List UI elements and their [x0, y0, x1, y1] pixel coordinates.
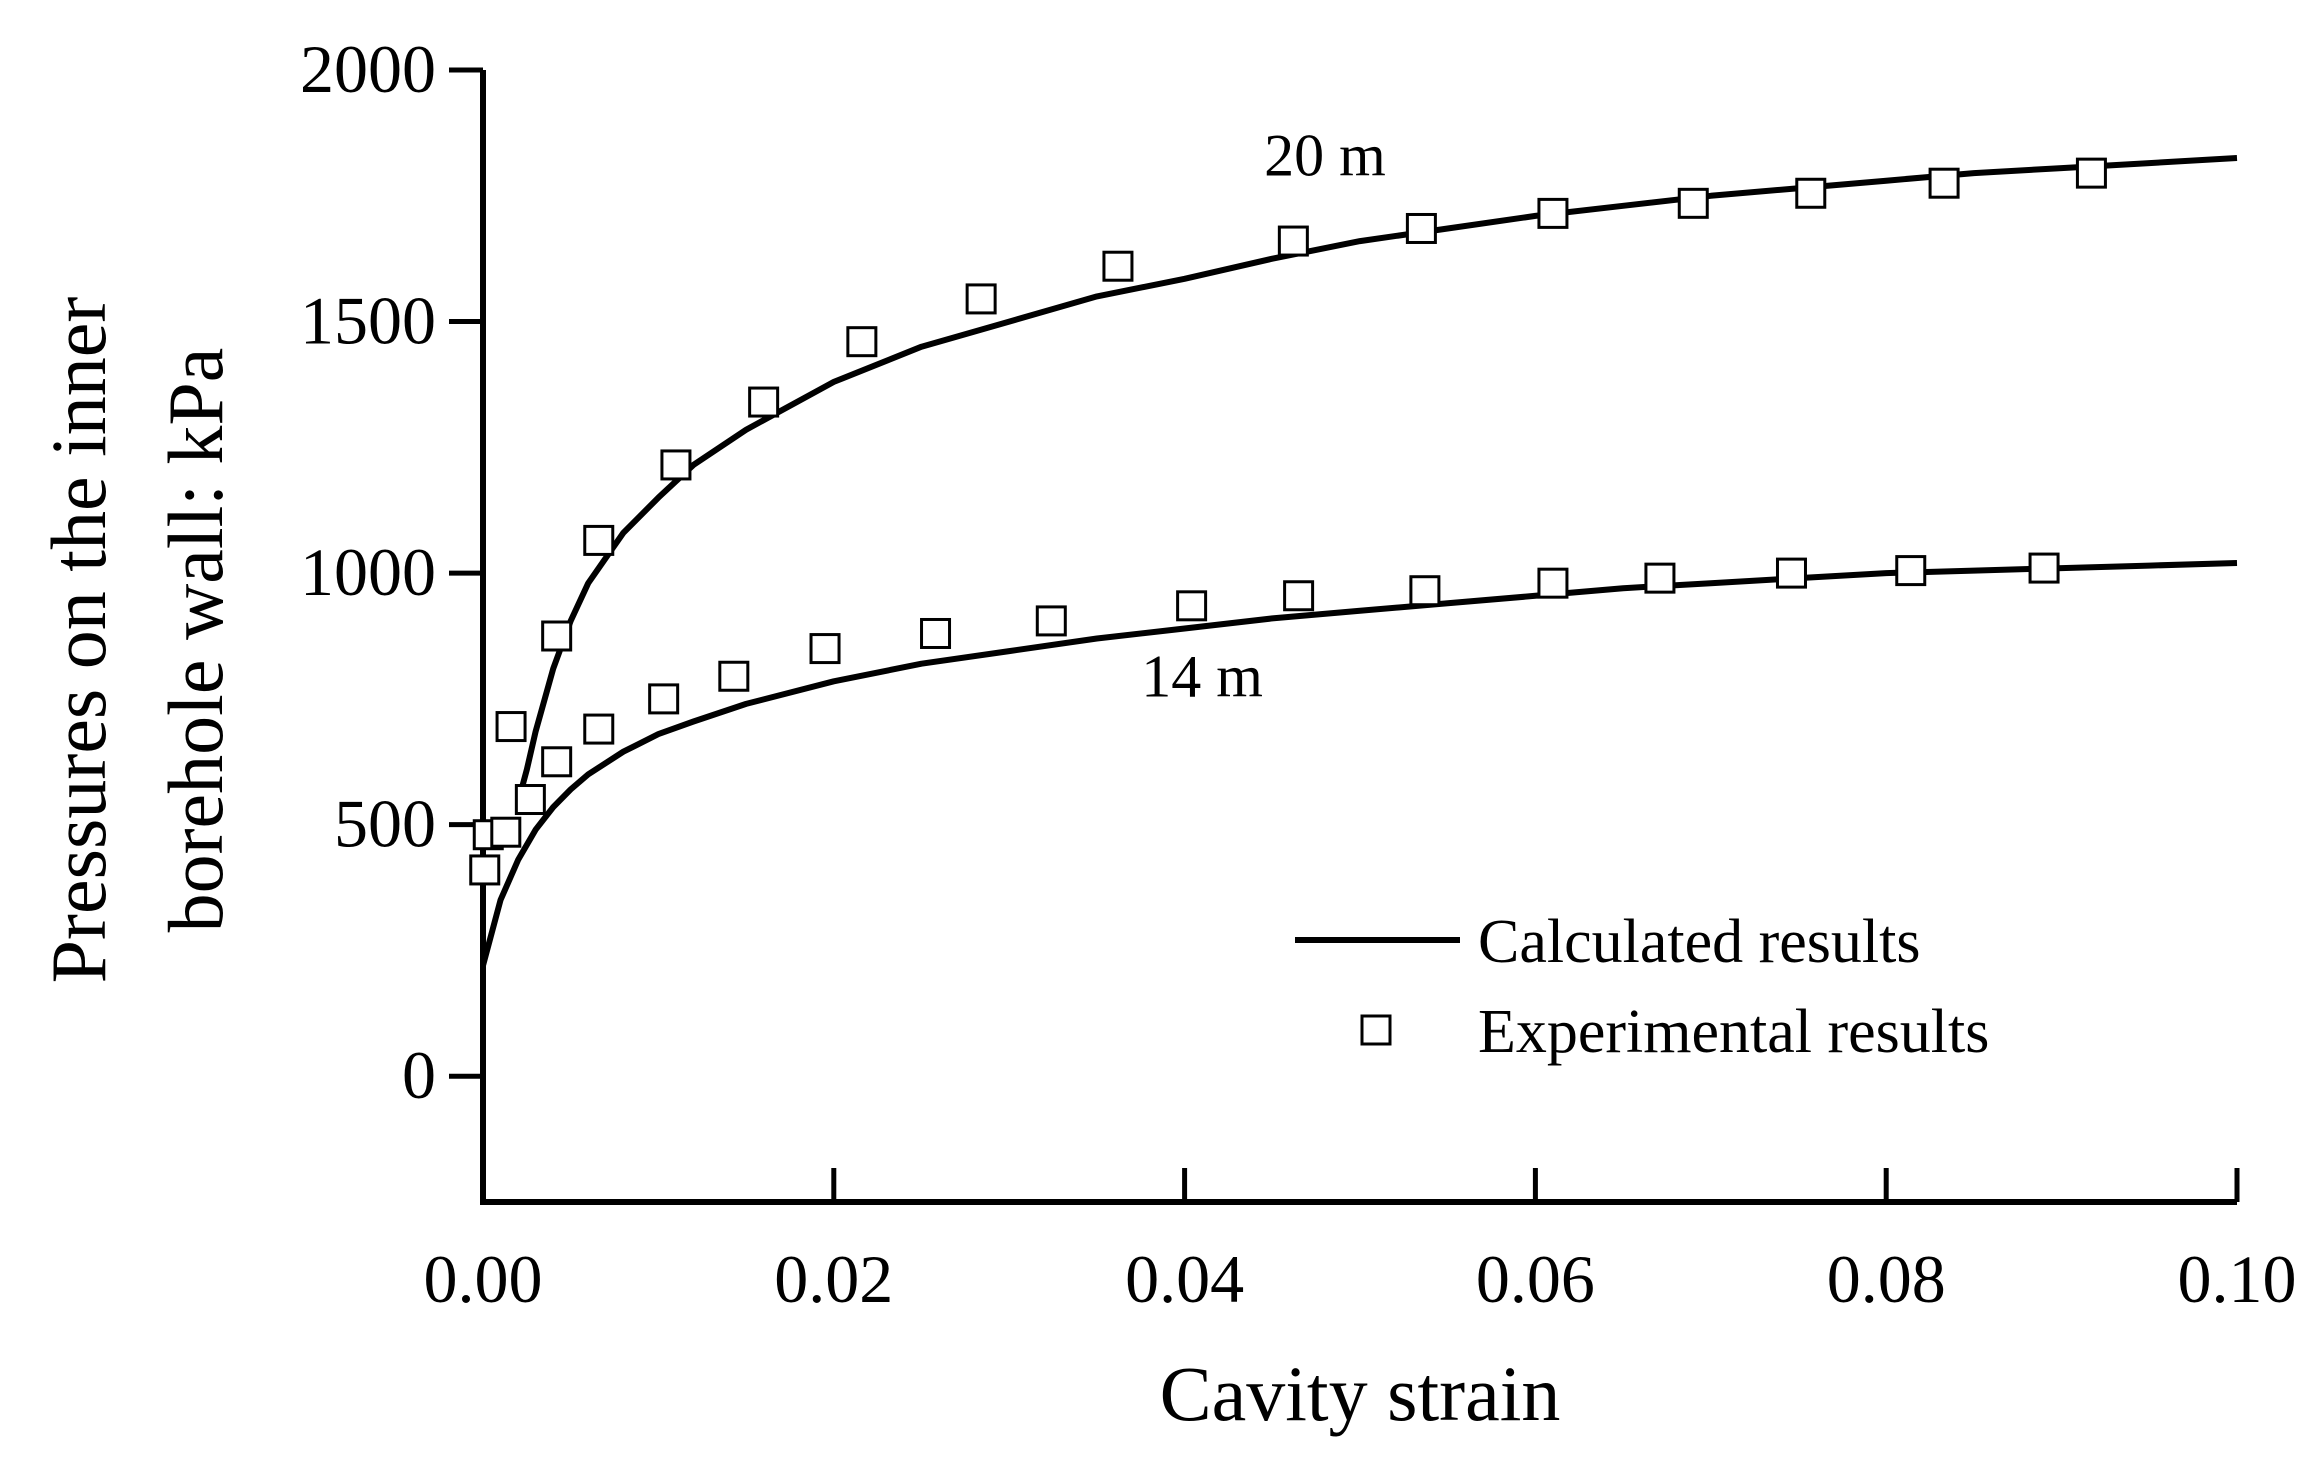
experimental-point	[748, 386, 780, 418]
experimental-point	[2075, 157, 2107, 189]
x-tick-label: 0.06	[1476, 1241, 1595, 1317]
experimental-point	[1277, 225, 1309, 257]
experimental-point	[2028, 552, 2060, 584]
experimental-point	[1537, 567, 1569, 599]
y-tick-label: 1500	[300, 283, 436, 359]
x-tick-label: 0.04	[1125, 1241, 1244, 1317]
experimental-point	[541, 620, 573, 652]
experimental-point	[846, 326, 878, 358]
experimental-point	[1176, 590, 1208, 622]
x-tick-label: 0.10	[2178, 1241, 2297, 1317]
experimental-point	[1035, 605, 1067, 637]
experimental-point	[495, 711, 527, 743]
experimental-point	[718, 660, 750, 692]
experimental-point	[1775, 557, 1807, 589]
x-tick-label: 0.00	[424, 1241, 543, 1317]
experimental-point	[490, 816, 522, 848]
series-layer	[469, 155, 2238, 967]
experimental-point	[1895, 555, 1927, 587]
annotation-20m: 20 m	[1264, 123, 1386, 189]
legend: Calculated results Experimental results	[1295, 908, 1989, 1066]
x-tick-label: 0.02	[774, 1241, 893, 1317]
experimental-point	[920, 617, 952, 649]
experimental-point	[965, 283, 997, 315]
experimental-point	[541, 746, 573, 778]
experimental-point	[469, 854, 501, 886]
x-tick-label: 0.08	[1827, 1241, 1946, 1317]
experimental-point	[1928, 167, 1960, 199]
legend-square-marker	[1360, 1014, 1392, 1046]
experimental-point	[1795, 177, 1827, 209]
calculated-line-0	[515, 155, 2238, 803]
ticks: 0.00 0.02 0.04 0.06 0.08 0.10 0 500 1000 1500 2000	[300, 31, 2297, 1317]
legend-label-experimental: Experimental results	[1478, 998, 1989, 1066]
y-axis-title-line-2: borehole wall: kPa	[152, 348, 239, 933]
experimental-point	[1102, 250, 1134, 282]
experimental-point	[514, 784, 546, 816]
experimental-point	[660, 449, 692, 481]
experimental-point	[583, 524, 615, 556]
y-tick-label: 1000	[300, 534, 436, 610]
experimental-point	[1409, 575, 1441, 607]
y-tick-label: 2000	[300, 31, 436, 107]
experimental-point	[1644, 562, 1676, 594]
experimental-point	[648, 683, 680, 715]
x-axis-title: Cavity strain	[1160, 1350, 1561, 1437]
y-tick-label: 0	[402, 1037, 436, 1113]
axes	[480, 70, 2237, 1205]
calculated-line-1	[480, 560, 2238, 967]
experimental-point	[1537, 197, 1569, 229]
y-axis-title-line-1: Pressures on the inner	[35, 297, 122, 984]
experimental-point	[1283, 580, 1315, 612]
experimental-point	[809, 633, 841, 665]
y-tick-label: 500	[334, 786, 436, 862]
experimental-point	[1405, 212, 1437, 244]
experimental-point	[583, 713, 615, 745]
annotation-14m: 14 m	[1141, 643, 1263, 709]
experimental-point	[1677, 187, 1709, 219]
legend-label-calculated: Calculated results	[1478, 908, 1920, 976]
